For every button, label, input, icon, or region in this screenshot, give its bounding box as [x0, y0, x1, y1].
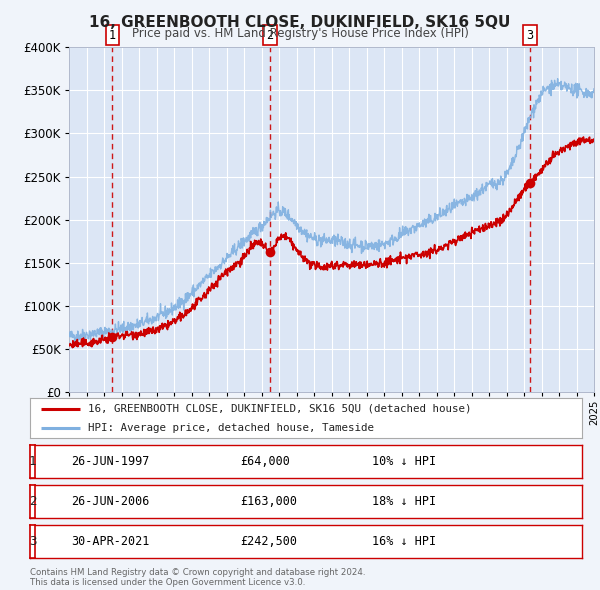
Text: Contains HM Land Registry data © Crown copyright and database right 2024.
This d: Contains HM Land Registry data © Crown c…	[30, 568, 365, 587]
Text: £163,000: £163,000	[240, 495, 297, 508]
Text: HPI: Average price, detached house, Tameside: HPI: Average price, detached house, Tame…	[88, 423, 374, 432]
Text: £64,000: £64,000	[240, 455, 290, 468]
Text: 16, GREENBOOTH CLOSE, DUKINFIELD, SK16 5QU (detached house): 16, GREENBOOTH CLOSE, DUKINFIELD, SK16 5…	[88, 404, 472, 414]
Text: 26-JUN-1997: 26-JUN-1997	[71, 455, 150, 468]
Text: 1: 1	[29, 455, 37, 468]
Text: 30-APR-2021: 30-APR-2021	[71, 535, 150, 548]
Text: 3: 3	[29, 535, 37, 548]
Text: Price paid vs. HM Land Registry's House Price Index (HPI): Price paid vs. HM Land Registry's House …	[131, 27, 469, 40]
Text: 1: 1	[109, 29, 116, 42]
Text: £242,500: £242,500	[240, 535, 297, 548]
Text: 18% ↓ HPI: 18% ↓ HPI	[372, 495, 436, 508]
Text: 10% ↓ HPI: 10% ↓ HPI	[372, 455, 436, 468]
Text: 16% ↓ HPI: 16% ↓ HPI	[372, 535, 436, 548]
Text: 3: 3	[526, 29, 533, 42]
Text: 16, GREENBOOTH CLOSE, DUKINFIELD, SK16 5QU: 16, GREENBOOTH CLOSE, DUKINFIELD, SK16 5…	[89, 15, 511, 30]
Text: 26-JUN-2006: 26-JUN-2006	[71, 495, 150, 508]
Text: 2: 2	[29, 495, 37, 508]
Text: 2: 2	[266, 29, 274, 42]
